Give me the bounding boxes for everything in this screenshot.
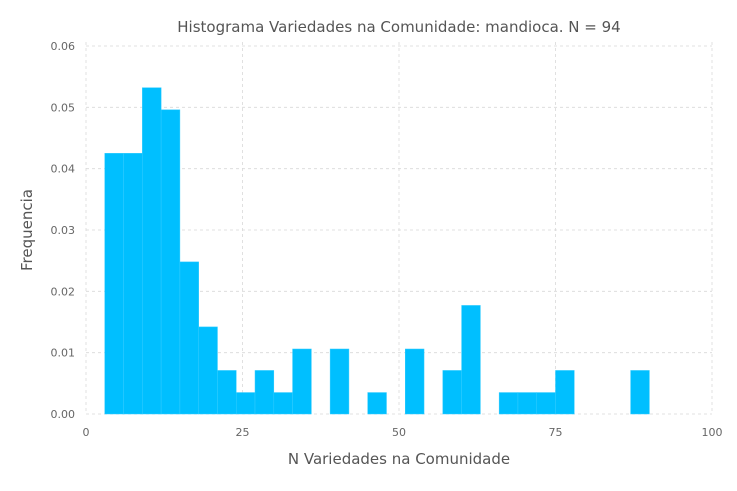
histogram-bar: [461, 305, 481, 415]
histogram-bar: [123, 153, 143, 415]
histogram-bar: [273, 392, 293, 415]
x-tick-label: 0: [83, 426, 90, 439]
histogram-bar: [442, 370, 462, 415]
x-axis-ticks: 0 25 50 75 100: [83, 426, 723, 439]
histogram-bar: [198, 326, 218, 415]
y-axis-ticks: 0.00 0.01 0.02 0.03 0.04 0.05 0.06: [51, 40, 76, 421]
x-axis-label: N Variedades na Comunidade: [287, 450, 511, 468]
x-tick-label: 100: [702, 426, 723, 439]
histogram-bar: [536, 392, 556, 415]
histogram-bar: [254, 370, 275, 415]
histogram-bar: [142, 87, 162, 415]
histogram-bar: [292, 348, 312, 415]
histogram-bar: [405, 348, 425, 415]
histogram-bar: [160, 109, 181, 415]
x-tick-label: 50: [392, 426, 406, 439]
histogram-bar: [630, 370, 650, 415]
histogram-bar: [235, 392, 256, 415]
x-tick-label: 25: [236, 426, 250, 439]
histogram-bar: [179, 261, 199, 415]
y-tick-label: 0.01: [51, 347, 76, 360]
grid: [85, 42, 713, 415]
histogram-bar: [367, 392, 387, 415]
y-tick-label: 0.04: [51, 163, 76, 176]
y-axis-label: Frequencia: [18, 189, 36, 271]
histogram-bar: [217, 370, 237, 415]
histogram-bar: [329, 348, 350, 415]
y-tick-label: 0.00: [51, 408, 76, 421]
y-tick-label: 0.06: [51, 40, 76, 53]
chart-title: Histograma Variedades na Comunidade: man…: [177, 18, 621, 36]
histogram-bar: [517, 392, 537, 415]
y-tick-label: 0.03: [51, 224, 76, 237]
y-tick-label: 0.02: [51, 285, 76, 298]
histogram-bar: [555, 370, 575, 415]
y-tick-label: 0.05: [51, 101, 76, 114]
histogram-bars: [104, 87, 650, 415]
histogram-bar: [498, 392, 519, 415]
histogram-bar: [104, 153, 124, 415]
x-tick-label: 75: [549, 426, 563, 439]
